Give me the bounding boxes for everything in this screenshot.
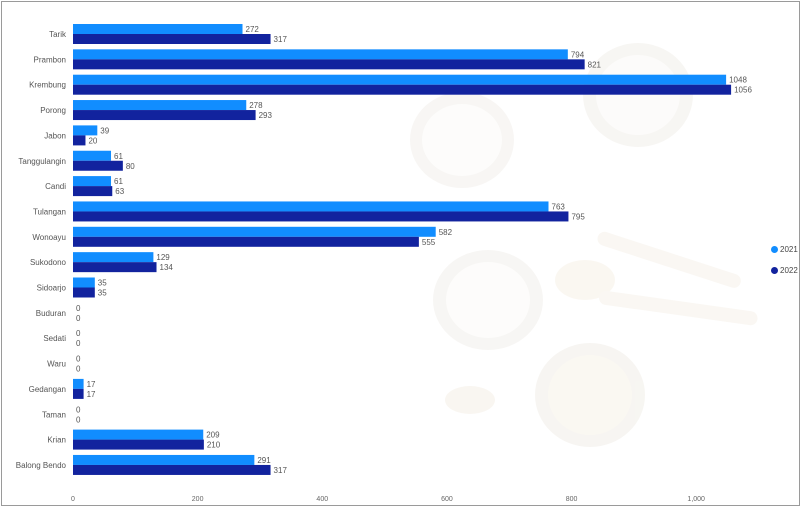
data-label-2022: 0: [76, 415, 81, 424]
legend-label-2022: 2022: [780, 265, 798, 275]
data-label-2021: 794: [571, 50, 585, 59]
x-tick-label: 200: [192, 496, 204, 503]
legend-marker-2022: [771, 266, 778, 274]
bar-2022[interactable]: [73, 439, 204, 450]
bar-2021[interactable]: [73, 201, 549, 212]
legend-item-2021[interactable]: 2021: [771, 242, 803, 256]
data-label-2021: 278: [249, 101, 263, 110]
y-axis-label: Balong Bendo: [16, 461, 67, 470]
y-axis-label: Porong: [40, 106, 66, 115]
data-label-2021: 763: [552, 202, 566, 211]
bar-2021[interactable]: [73, 49, 568, 60]
bar-2021[interactable]: [73, 150, 112, 161]
data-label-2021: 1048: [729, 76, 747, 85]
data-label-2021: 17: [87, 380, 96, 389]
y-axis-label: Taman: [42, 410, 66, 419]
legend: 2021 2022: [771, 242, 803, 284]
y-axis-label: Krembung: [29, 81, 66, 90]
data-label-2021: 582: [439, 228, 453, 237]
bar-2021[interactable]: [73, 74, 727, 85]
data-label-2022: 80: [126, 162, 135, 171]
bar-2022[interactable]: [73, 135, 86, 146]
data-label-2022: 35: [98, 289, 107, 298]
y-axis-label: Tanggulangin: [18, 157, 66, 166]
bar-2022[interactable]: [73, 59, 585, 70]
bar-2022[interactable]: [73, 211, 569, 222]
y-axis-label: Krian: [47, 436, 66, 445]
data-label-2022: 317: [274, 35, 288, 44]
data-label-2022: 0: [76, 314, 81, 323]
y-axis-label: Sidoarjo: [37, 284, 67, 293]
bar-2021[interactable]: [73, 226, 436, 237]
bar-2022[interactable]: [73, 236, 419, 247]
bar-2022[interactable]: [73, 34, 271, 44]
data-label-2022: 821: [588, 60, 602, 69]
y-axis-label: Tarik: [49, 30, 67, 39]
bar-2022[interactable]: [73, 262, 157, 273]
data-label-2021: 39: [100, 126, 109, 135]
data-label-2022: 555: [422, 238, 436, 247]
data-label-2022: 1056: [734, 86, 752, 95]
legend-label-2021: 2021: [780, 244, 798, 254]
bar-2022[interactable]: [73, 464, 271, 475]
data-label-2021: 209: [206, 431, 220, 440]
bar-2021[interactable]: [73, 176, 112, 187]
data-label-2022: 63: [115, 187, 124, 196]
bar-2022[interactable]: [73, 160, 123, 171]
bar-2022[interactable]: [73, 388, 84, 399]
bar-2022[interactable]: [73, 110, 256, 121]
legend-marker-2021: [771, 245, 778, 253]
bar-2021[interactable]: [73, 125, 98, 136]
bar-2021[interactable]: [73, 454, 255, 465]
y-axis-label: Tulangan: [33, 207, 66, 216]
y-axis-label: Wonoayu: [32, 233, 66, 242]
x-tick-label: 1,000: [687, 496, 705, 503]
bar-2021[interactable]: [73, 252, 154, 263]
y-axis-label: Gedangan: [29, 385, 66, 394]
data-label-2021: 0: [76, 355, 81, 364]
y-axis-label: Jabon: [44, 131, 66, 140]
data-label-2022: 0: [76, 339, 81, 348]
data-label-2021: 61: [114, 152, 123, 161]
data-label-2022: 0: [76, 365, 81, 374]
data-label-2022: 134: [160, 263, 174, 272]
data-label-2021: 129: [156, 253, 170, 262]
y-axis-label: Sedati: [43, 334, 66, 343]
bar-2021[interactable]: [73, 277, 95, 288]
data-label-2022: 293: [259, 111, 273, 120]
data-label-2021: 291: [257, 456, 271, 465]
y-axis-label: Sukodono: [30, 258, 67, 267]
data-label-2021: 61: [114, 177, 123, 186]
bar-2021[interactable]: [73, 378, 84, 389]
legend-item-2022[interactable]: 2022: [771, 263, 803, 277]
data-label-2022: 210: [207, 441, 221, 450]
data-label-2022: 795: [571, 212, 585, 221]
bar-2021[interactable]: [73, 100, 247, 111]
bar-2021[interactable]: [73, 24, 243, 34]
data-label-2022: 17: [87, 390, 96, 399]
bar-2022[interactable]: [73, 84, 732, 95]
x-tick-label: 400: [316, 496, 328, 503]
x-tick-label: 600: [441, 496, 453, 503]
y-axis-label: Buduran: [36, 309, 66, 318]
y-axis-label: Prambon: [34, 55, 66, 64]
data-label-2021: 272: [246, 25, 260, 34]
bar-2022[interactable]: [73, 186, 113, 197]
data-label-2021: 0: [76, 329, 81, 338]
data-label-2022: 317: [274, 466, 288, 475]
data-label-2021: 35: [98, 279, 107, 288]
x-tick-label: 800: [566, 496, 578, 503]
data-label-2021: 0: [76, 304, 81, 313]
background-image: [410, 43, 758, 447]
data-label-2022: 20: [88, 136, 97, 145]
data-label-2021: 0: [76, 405, 81, 414]
bar-2022[interactable]: [73, 287, 95, 298]
y-axis-label: Waru: [47, 360, 66, 369]
bar-2021[interactable]: [73, 429, 204, 440]
x-tick-label: 0: [71, 496, 75, 503]
y-axis-label: Candi: [45, 182, 66, 191]
